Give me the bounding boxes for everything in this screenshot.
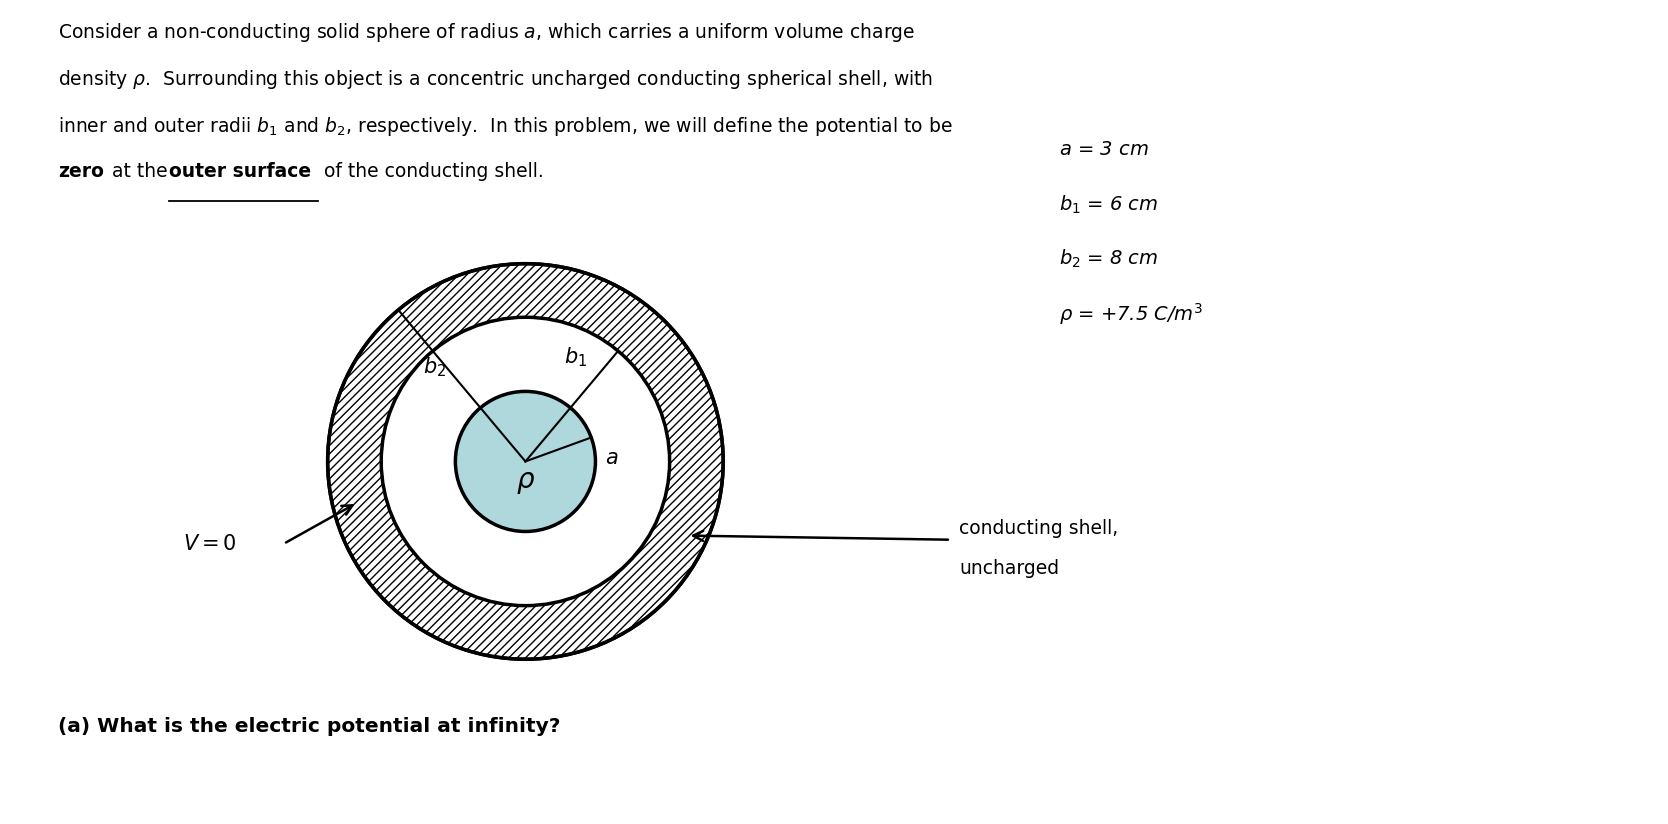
Text: $b_2$: $b_2$ [424, 356, 447, 379]
Text: uncharged: uncharged [959, 559, 1059, 578]
Text: density $\rho$.  Surrounding this object is a concentric uncharged conducting sp: density $\rho$. Surrounding this object … [58, 68, 934, 91]
Text: $\rho$ = +7.5 C/m$^3$: $\rho$ = +7.5 C/m$^3$ [1059, 301, 1203, 326]
Text: of the conducting shell.: of the conducting shell. [317, 162, 544, 180]
Text: $b_1$: $b_1$ [564, 346, 587, 369]
Text: conducting shell,: conducting shell, [959, 519, 1118, 538]
Text: (a) What is the electric potential at infinity?: (a) What is the electric potential at in… [58, 717, 560, 736]
Ellipse shape [327, 264, 724, 659]
Text: $a$: $a$ [605, 447, 619, 467]
Text: $a$ = 3 cm: $a$ = 3 cm [1059, 140, 1149, 159]
Ellipse shape [455, 391, 595, 531]
Text: zero: zero [58, 162, 105, 180]
Text: $V = 0$: $V = 0$ [183, 534, 237, 554]
Text: inner and outer radii $b_1$ and $b_2$, respectively.  In this problem, we will d: inner and outer radii $b_1$ and $b_2$, r… [58, 115, 952, 138]
Text: Consider a non-conducting solid sphere of radius $a$, which carries a uniform vo: Consider a non-conducting solid sphere o… [58, 21, 916, 44]
Text: outer surface: outer surface [170, 162, 312, 180]
Text: $\rho$: $\rho$ [515, 469, 535, 496]
Text: $b_1$ = 6 cm: $b_1$ = 6 cm [1059, 194, 1159, 216]
Ellipse shape [382, 317, 669, 606]
Text: $b_2$ = 8 cm: $b_2$ = 8 cm [1059, 247, 1159, 269]
Text: at the: at the [107, 162, 173, 180]
